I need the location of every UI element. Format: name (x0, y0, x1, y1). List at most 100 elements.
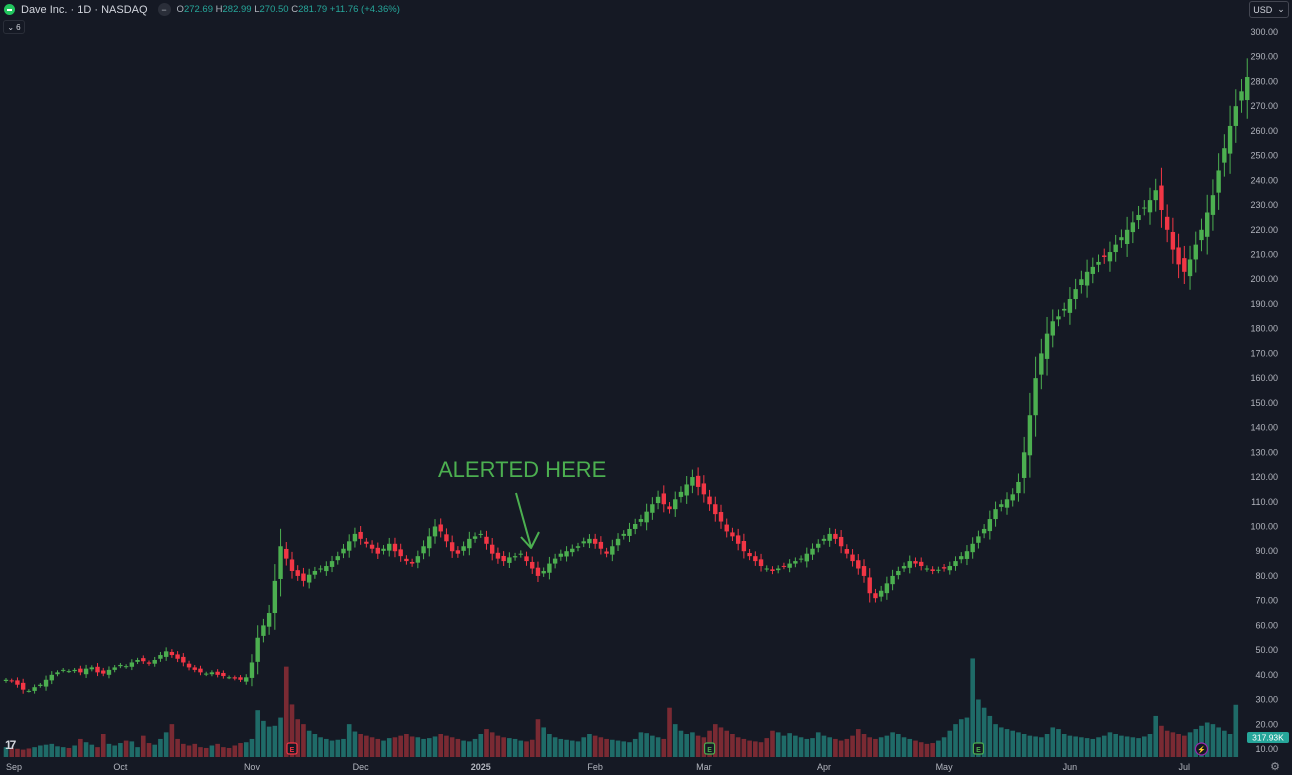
candle-body (306, 574, 312, 583)
chevron-down-icon: ⌄ (7, 22, 15, 32)
candle-body (764, 568, 769, 570)
currency-select[interactable]: USD ⌄ (1249, 1, 1289, 18)
candle-body (1084, 271, 1090, 286)
candle-body (970, 543, 975, 553)
volume-bar (415, 737, 421, 757)
y-tick-label: 250.00 (1250, 151, 1278, 161)
candle-body (1016, 481, 1021, 494)
candle-body (644, 511, 649, 523)
candle-body (575, 546, 581, 548)
candle-body (633, 524, 638, 529)
indicators-toggle[interactable]: ⌄ 6 (3, 20, 25, 34)
candle-body (1027, 415, 1033, 456)
candle-body (861, 566, 867, 576)
volume-bar (632, 738, 638, 757)
volume-bar (301, 724, 306, 757)
event-marker-label: E (707, 747, 712, 754)
volume-bar (261, 720, 266, 757)
dividend-marker-icon (1194, 742, 1209, 756)
candle-body (592, 538, 598, 544)
volume-bar (867, 737, 873, 757)
candle-body (987, 519, 993, 532)
candle-body (953, 561, 958, 567)
candle-body (347, 541, 352, 551)
gear-icon[interactable]: ⚙ (1270, 761, 1280, 773)
candle-body (226, 677, 232, 679)
candle-body (867, 577, 872, 594)
y-tick-label: 260.00 (1250, 126, 1278, 136)
candle-body (484, 536, 489, 544)
candle-body (490, 544, 495, 554)
volume-bar (404, 733, 409, 757)
x-tick-label: May (936, 762, 954, 772)
volume-bar (1199, 725, 1204, 757)
candle-body (873, 593, 878, 599)
candle-body (118, 664, 123, 667)
volume-bar (1107, 732, 1113, 757)
volume-bar (123, 740, 129, 757)
volume-bar (913, 740, 918, 757)
candle-body (55, 672, 60, 675)
volume-bar (1004, 729, 1010, 757)
candle-body (821, 538, 827, 541)
candle-body (1164, 216, 1170, 230)
candle-body (1056, 316, 1061, 320)
y-tick-label: 60.00 (1255, 620, 1278, 630)
volume-bar (358, 733, 363, 757)
volume-bar (324, 738, 329, 757)
volume-bar (730, 733, 735, 757)
candle-body (724, 524, 729, 532)
candle-body (387, 543, 392, 551)
y-tick-label: 280.00 (1250, 76, 1278, 86)
volume-bar (535, 719, 541, 757)
volume-bar (60, 747, 66, 757)
volume-bar (369, 737, 375, 757)
symbol-title[interactable]: Dave Inc. · 1D · NASDAQ (21, 3, 148, 16)
volume-bar (1050, 727, 1056, 757)
volume-bar (186, 745, 192, 757)
volume-bar (43, 744, 49, 757)
y-tick-label: 240.00 (1250, 175, 1278, 185)
volume-bar (901, 737, 907, 757)
candle-body (66, 671, 72, 673)
minus-icon[interactable]: − (157, 3, 171, 16)
y-tick-label: 70.00 (1255, 596, 1278, 606)
volume-bar (638, 732, 644, 757)
candle-body (627, 528, 632, 536)
volume-bar (1061, 733, 1067, 757)
volume-bar (558, 738, 564, 757)
candle-body (152, 659, 157, 664)
volume-bar (226, 747, 232, 757)
candle-body (1227, 125, 1233, 154)
y-tick-label: 270.00 (1250, 101, 1278, 111)
candle-body (1107, 252, 1113, 262)
volume-bar (575, 741, 581, 757)
candle-body (1010, 494, 1015, 501)
candle-body (1124, 229, 1130, 245)
volume-bar (158, 738, 163, 757)
volume-bar (810, 738, 815, 757)
volume-bar (827, 737, 832, 757)
candle-body (261, 625, 266, 636)
earnings-marker-icon (972, 742, 985, 755)
candle-body (255, 637, 260, 662)
volume-bar (426, 738, 432, 757)
candle-body (735, 535, 741, 544)
volume-bar (1101, 735, 1107, 757)
y-tick-label: 220.00 (1250, 225, 1278, 235)
volume-bar (936, 740, 941, 757)
candle-body (758, 559, 764, 567)
candle-body (112, 667, 117, 670)
y-tick-label: 90.00 (1255, 546, 1278, 556)
volume-bar (192, 743, 198, 757)
volume-bar (100, 733, 106, 757)
event-marker-label: E (976, 747, 981, 754)
candle-body (106, 669, 112, 675)
candle-body (1119, 237, 1124, 241)
volume-bar (690, 732, 695, 757)
volume-bar (209, 745, 215, 757)
y-tick-label: 300.00 (1250, 27, 1278, 37)
candle-body (1210, 195, 1216, 215)
